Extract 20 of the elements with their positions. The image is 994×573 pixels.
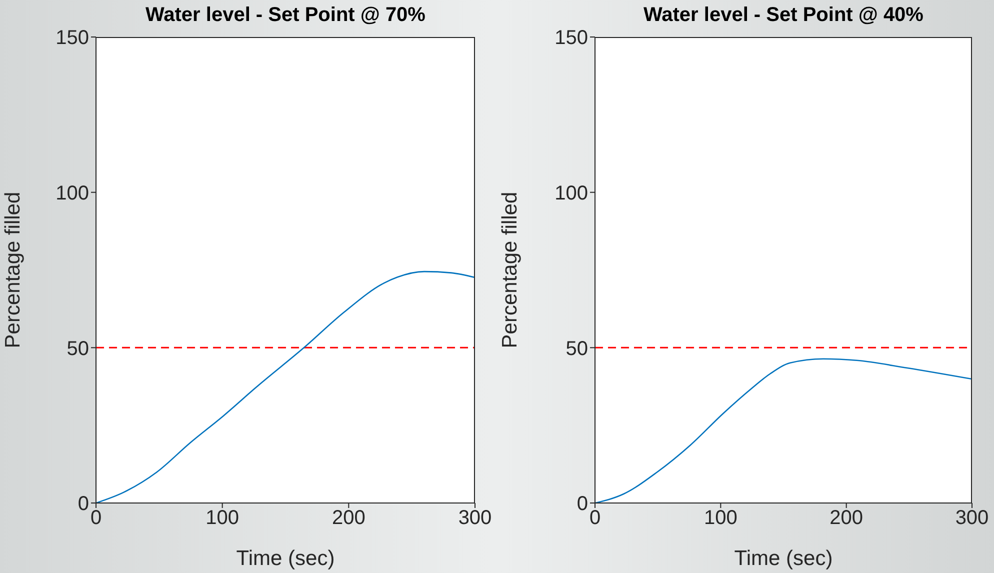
x-axis-title: Time (sec) (734, 547, 833, 570)
x-tick-label: 300 (458, 507, 492, 530)
x-tick-label: 100 (206, 507, 240, 530)
x-axis-title: Time (sec) (236, 547, 335, 570)
y-tick-label: 150 (554, 27, 588, 50)
x-tick-label: 200 (332, 507, 366, 530)
y-tick-label: 50 (66, 338, 89, 360)
x-tick-label: 200 (830, 507, 864, 530)
x-tick-label: 100 (704, 507, 738, 530)
y-tick-label: 100 (56, 182, 89, 204)
y-axis-title: Percentage filled (1, 192, 24, 348)
y-axis-title: Percentage filled (498, 192, 522, 348)
y-tick-label: 100 (554, 182, 588, 204)
y-tick-label: 0 (78, 493, 89, 516)
y-tick-label: 150 (56, 27, 89, 50)
x-tick-label: 300 (955, 507, 989, 530)
y-tick-label: 50 (566, 338, 588, 360)
chart-title: Water level - Set Point @ 70% (144, 4, 426, 27)
chart-title: Water level - Set Point @ 40% (642, 4, 924, 27)
y-tick-label: 0 (576, 493, 588, 516)
